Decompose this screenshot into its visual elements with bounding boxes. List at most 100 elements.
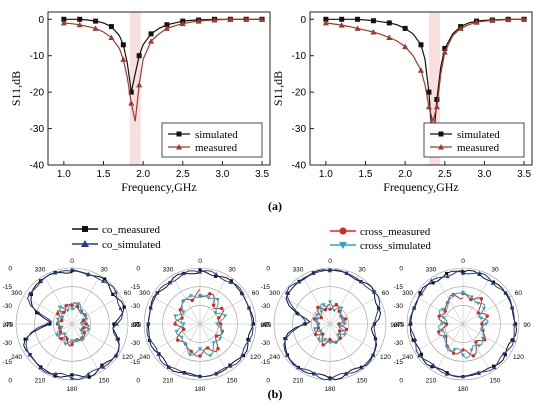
polar-spoke xyxy=(414,323,464,353)
polar-spoke xyxy=(281,295,331,325)
angle-label: 270 xyxy=(131,322,142,329)
y-tick-label: -10 xyxy=(292,51,307,62)
marker-co_simulated xyxy=(101,365,106,369)
marker-co_simulated xyxy=(37,311,42,315)
marker-cross_measured xyxy=(219,306,224,310)
legend-marker-square xyxy=(82,226,88,232)
data-point-simulated xyxy=(323,16,329,22)
marker-cross_measured xyxy=(176,338,180,342)
marker-cross_simulated xyxy=(334,340,339,345)
marker-co_measured xyxy=(492,364,496,368)
angle-label: 270 xyxy=(394,322,405,329)
marker-cross_simulated xyxy=(469,295,474,300)
marker-co_measured xyxy=(491,280,496,284)
marker-cross_simulated xyxy=(208,354,213,358)
data-point-measured xyxy=(441,49,448,55)
angle-label: 90 xyxy=(523,322,531,329)
marker-cross_simulated xyxy=(481,307,486,311)
trace-co_simulated xyxy=(283,269,381,381)
radial-tick-label: -45 xyxy=(131,322,141,329)
marker-co_measured xyxy=(23,337,27,341)
marker-cross_measured xyxy=(337,322,341,326)
marker-co_simulated xyxy=(53,270,58,275)
marker-co_simulated xyxy=(376,306,381,310)
y-tick-label: -20 xyxy=(30,88,45,99)
data-point-measured xyxy=(179,20,186,27)
data-point-measured xyxy=(148,38,155,44)
radial-tick-label: -30 xyxy=(394,340,404,347)
marker-co_simulated xyxy=(417,353,422,358)
marker-cross_simulated xyxy=(322,338,327,342)
marker-co_measured xyxy=(229,279,233,283)
polar-spoke xyxy=(462,295,512,325)
marker-co_simulated xyxy=(419,291,424,296)
marker-co_simulated xyxy=(240,352,245,357)
angle-label: 180 xyxy=(325,386,336,393)
radial-tick-label: -30 xyxy=(3,340,13,347)
marker-co_simulated xyxy=(145,322,150,326)
resonance-band xyxy=(129,12,141,165)
x-axis-label: Frequency,GHz xyxy=(383,180,459,194)
angle-label: 150 xyxy=(99,377,110,384)
marker-cross_measured xyxy=(64,304,68,308)
polar-spoke xyxy=(199,295,249,325)
marker-cross_simulated xyxy=(318,329,323,334)
marker-co_simulated xyxy=(53,371,58,376)
plot-frame xyxy=(309,11,533,166)
marker-co_simulated xyxy=(167,280,172,285)
polar-spoke xyxy=(281,323,331,353)
data-point-measured xyxy=(433,103,440,110)
plot-frame xyxy=(47,11,271,166)
data-point-simulated xyxy=(434,96,440,102)
marker-cross_measured xyxy=(337,309,341,313)
marker-co_simulated xyxy=(24,336,29,341)
marker-cross_simulated xyxy=(206,296,211,300)
marker-cross_measured xyxy=(312,317,317,321)
radial-tick-label: 0 xyxy=(399,378,403,385)
marker-cross_simulated xyxy=(332,308,337,313)
marker-co_simulated xyxy=(86,271,91,276)
x-tick-label: 1.0 xyxy=(319,169,333,180)
marker-cross_simulated xyxy=(78,310,83,315)
radial-tick-label: -30 xyxy=(131,340,141,347)
marker-co_simulated xyxy=(476,370,481,374)
x-axis-label: Frequency,GHz xyxy=(121,180,197,194)
data-point-measured xyxy=(128,100,135,106)
legend-marker-square xyxy=(176,131,182,137)
angle-label: 330 xyxy=(293,267,304,274)
marker-cross_measured xyxy=(323,308,328,312)
marker-cross_simulated xyxy=(336,333,341,338)
marker-co_simulated xyxy=(461,271,465,275)
marker-co_simulated xyxy=(444,372,449,376)
marker-cross_measured xyxy=(344,327,349,332)
legend-marker-triangle-down xyxy=(339,242,347,249)
data-point-measured xyxy=(120,56,127,62)
marker-co_simulated xyxy=(373,336,378,341)
radial-tick-label: -15 xyxy=(261,359,271,366)
radial-tick-label: -15 xyxy=(3,359,13,366)
data-point-measured xyxy=(211,17,218,23)
angle-label: 240 xyxy=(402,354,413,361)
marker-cross_simulated xyxy=(181,310,186,315)
radial-tick-label: -15 xyxy=(394,284,404,291)
marker-co_simulated xyxy=(39,279,44,284)
marker-co_simulated xyxy=(228,364,233,368)
marker-co_simulated xyxy=(413,337,418,342)
marker-co_simulated xyxy=(512,322,517,326)
data-point-simulated xyxy=(442,45,448,51)
marker-cross_measured xyxy=(214,334,219,338)
legend-label: simulated xyxy=(457,129,500,141)
polar-spoke xyxy=(23,323,73,353)
legend-cross-measured: cross_measured xyxy=(330,226,431,238)
marker-cross_simulated xyxy=(60,315,65,320)
x-tick-label: 3.0 xyxy=(215,169,229,180)
angle-label: 30 xyxy=(358,267,366,274)
marker-cross_measured xyxy=(316,305,320,310)
marker-co_simulated xyxy=(328,268,332,273)
marker-co_measured xyxy=(513,322,518,326)
polar-chart-1: 0 30 60 90 120 150 180 210 240 270 300 330 0 -15 -30 -4… xyxy=(3,258,140,393)
radial-tick-label: 0 xyxy=(266,378,270,385)
marker-co_simulated xyxy=(38,365,43,370)
marker-co_measured xyxy=(213,274,218,278)
